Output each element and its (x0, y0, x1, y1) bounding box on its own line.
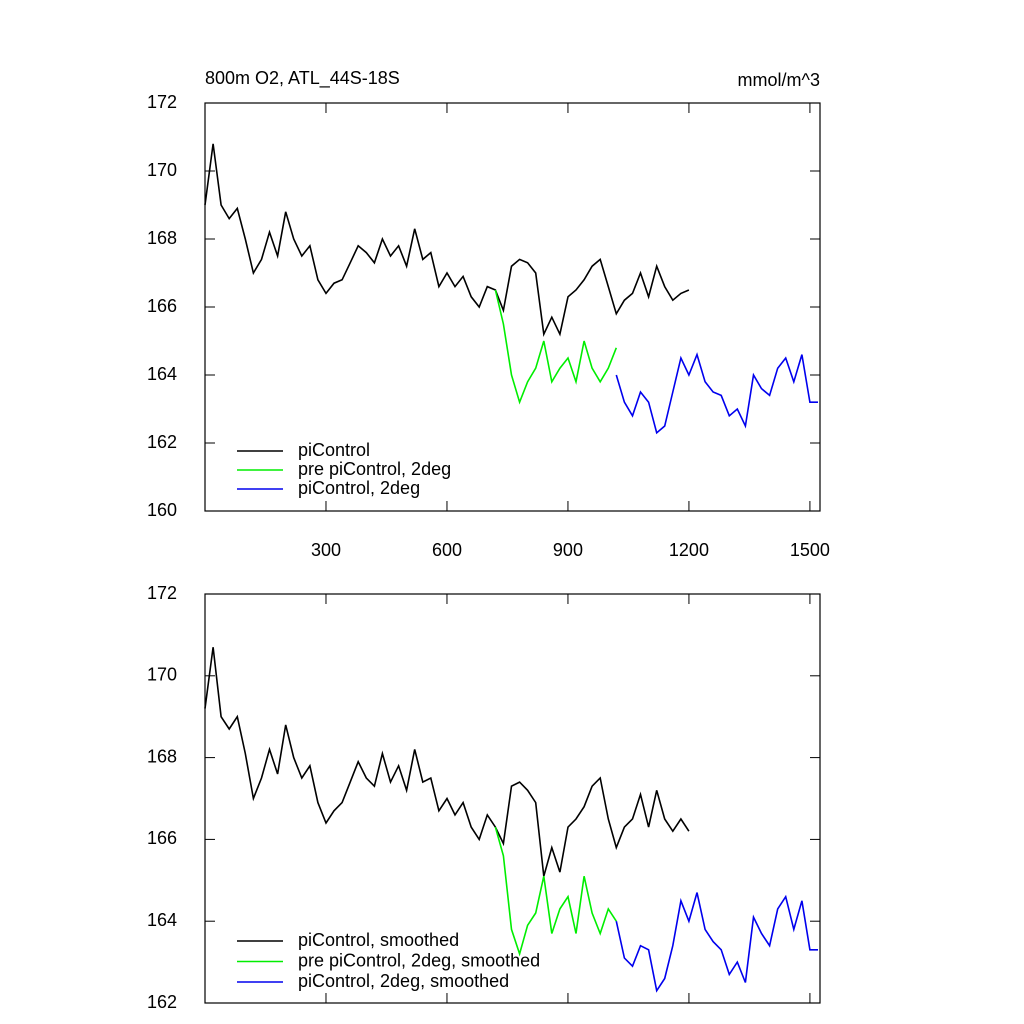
y-tick-label: 160 (147, 500, 177, 520)
legend-label: piControl, 2deg, smoothed (298, 971, 509, 991)
y-tick-label: 166 (147, 828, 177, 848)
series-line (615, 352, 818, 435)
legend-label: pre piControl, 2deg, smoothed (298, 950, 540, 970)
y-tick-label: 170 (147, 665, 177, 685)
series-line (494, 826, 617, 957)
legend-label: piControl (298, 440, 370, 460)
series-line (204, 143, 690, 338)
y-tick-label: 168 (147, 746, 177, 766)
legend-label: pre piControl, 2deg (298, 459, 451, 479)
x-tick-label: 300 (311, 540, 341, 560)
y-tick-label: 162 (147, 992, 177, 1012)
units-label: mmol/m^3 (738, 70, 820, 90)
x-tick-label: 600 (432, 540, 462, 560)
y-tick-label: 172 (147, 92, 177, 112)
x-tick-label: 1500 (790, 540, 830, 560)
series-line (494, 289, 618, 405)
y-tick-label: 166 (147, 296, 177, 316)
y-tick-label: 164 (147, 364, 177, 384)
y-tick-label: 164 (147, 910, 177, 930)
y-tick-label: 170 (147, 160, 177, 180)
x-tick-label: 1200 (669, 540, 709, 560)
x-tick-label: 900 (553, 540, 583, 560)
y-tick-label: 162 (147, 432, 177, 452)
legend-label: piControl, smoothed (298, 930, 459, 950)
legend-label: piControl, 2deg (298, 478, 420, 498)
chart-title: 800m O2, ATL_44S-18S (205, 68, 400, 89)
y-tick-label: 168 (147, 228, 177, 248)
series-line (204, 647, 690, 877)
plot-frame (204, 593, 821, 1004)
series-line (615, 892, 818, 993)
y-tick-label: 172 (147, 583, 177, 603)
